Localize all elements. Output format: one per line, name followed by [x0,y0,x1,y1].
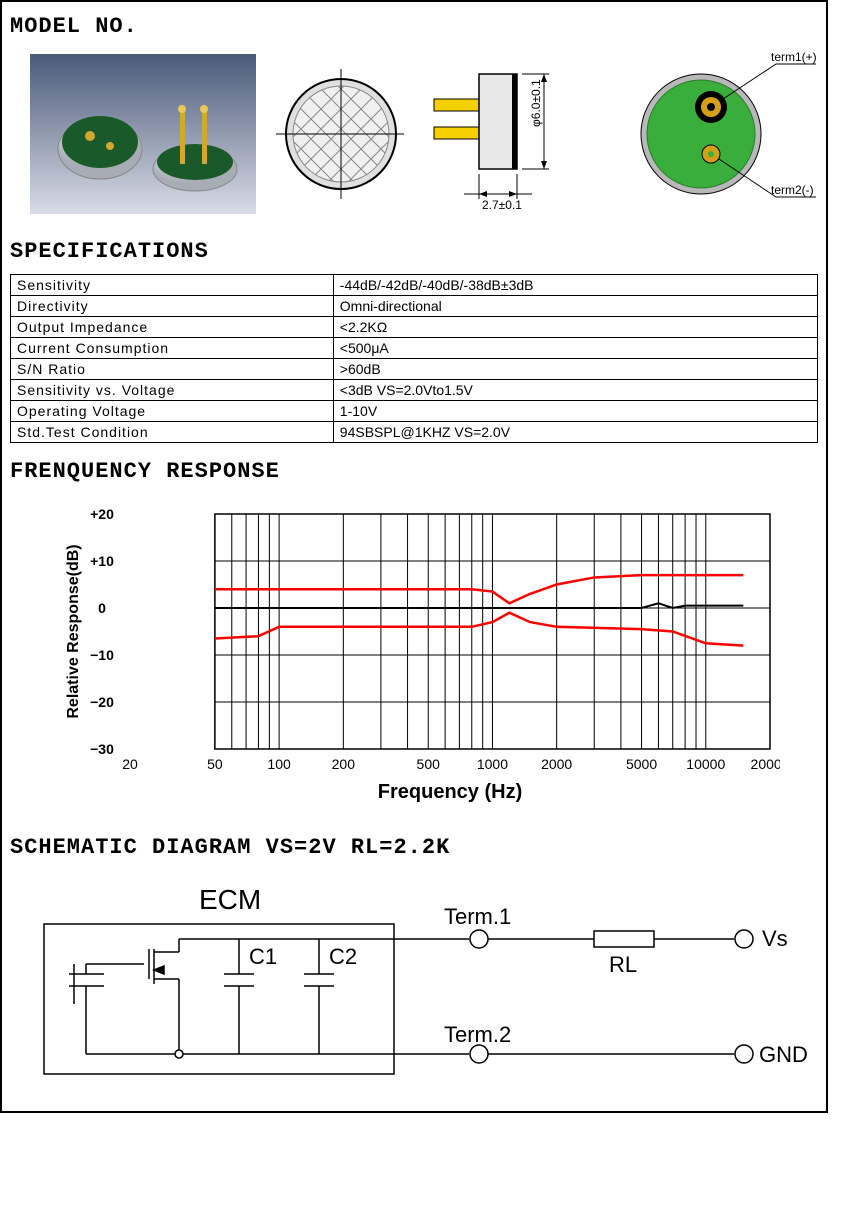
freq-chart: 20 50 100 200 500 1000 2000 5000 10000 20000 −30 −2… [10,494,818,819]
spec-row: Output Impedance<2.2KΩ [11,317,818,338]
spec-label: Operating Voltage [11,401,334,422]
spec-label: Sensitivity vs. Voltage [11,380,334,401]
spec-label: Current Consumption [11,338,334,359]
spec-label: Std.Test Condition [11,422,334,443]
datasheet-page: MODEL NO. [0,0,828,1113]
svg-text:0: 0 [98,600,106,616]
svg-text:Relative Response(dB): Relative Response(dB) [65,544,82,718]
side-view-drawing: φ6.0±0.1 2.7±0.1 [424,49,601,219]
term1-schem: Term.1 [444,904,511,929]
spec-value: 1-10V [333,401,817,422]
spec-label: Output Impedance [11,317,334,338]
spec-row: S/N Ratio>60dB [11,359,818,380]
spec-value: -44dB/-42dB/-40dB/-38dB±3dB [333,275,817,296]
spec-value: <500μA [333,338,817,359]
term2-label: term2(-) [771,183,814,197]
product-photo [30,54,256,214]
svg-text:10000: 10000 [686,756,725,772]
spec-row: Std.Test Condition94SBSPL@1KHZ VS=2.0V [11,422,818,443]
freq-title: FRENQUENCY RESPONSE [10,459,818,484]
dim-height: 2.7±0.1 [482,198,522,212]
spec-table: Sensitivity-44dB/-42dB/-40dB/-38dB±3dBDi… [10,274,818,443]
spec-row: DirectivityOmni-directional [11,296,818,317]
svg-text:+20: +20 [90,506,114,522]
spec-label: Sensitivity [11,275,334,296]
specs-title: SPECIFICATIONS [10,239,818,264]
svg-text:100: 100 [267,756,291,772]
spec-row: Current Consumption<500μA [11,338,818,359]
spec-value: 94SBSPL@1KHZ VS=2.0V [333,422,817,443]
svg-text:2000: 2000 [541,756,572,772]
svg-text:+10: +10 [90,553,114,569]
pcb-view-drawing: term1(+) term2(-) [621,49,818,219]
spec-row: Sensitivity vs. Voltage<3dB VS=2.0Vto1.5… [11,380,818,401]
term1-label: term1(+) [771,50,817,64]
svg-text:Frequency (Hz): Frequency (Hz) [378,781,522,803]
spec-value: <2.2KΩ [333,317,817,338]
model-title: MODEL NO. [10,14,818,39]
svg-text:5000: 5000 [626,756,657,772]
svg-text:1000: 1000 [477,756,508,772]
spec-label: Directivity [11,296,334,317]
svg-text:20000: 20000 [751,756,780,772]
svg-text:200: 200 [332,756,356,772]
images-row: φ6.0±0.1 2.7±0.1 term1(+) [10,49,818,219]
spec-row: Sensitivity-44dB/-42dB/-40dB/-38dB±3dB [11,275,818,296]
svg-text:500: 500 [417,756,441,772]
rl-label: RL [609,952,637,977]
ecm-label: ECM [199,884,261,915]
dim-diameter: φ6.0±0.1 [529,79,543,127]
schematic-title: SCHEMATIC DIAGRAM VS=2V RL=2.2K [10,835,818,860]
front-view-drawing [276,64,404,204]
spec-value: Omni-directional [333,296,817,317]
c1-label: C1 [249,944,277,969]
svg-text:−10: −10 [90,647,114,663]
gnd-label: GND [759,1042,808,1067]
schematic-diagram: ECM C1 C2 Term.1 Term.2 RL Vs GND [10,870,818,1103]
svg-text:50: 50 [207,756,223,772]
term2-schem: Term.2 [444,1022,511,1047]
svg-text:−20: −20 [90,694,114,710]
svg-text:20: 20 [122,756,138,772]
spec-row: Operating Voltage1-10V [11,401,818,422]
svg-text:−30: −30 [90,741,114,757]
spec-label: S/N Ratio [11,359,334,380]
spec-value: >60dB [333,359,817,380]
c2-label: C2 [329,944,357,969]
spec-value: <3dB VS=2.0Vto1.5V [333,380,817,401]
vs-label: Vs [762,926,788,951]
